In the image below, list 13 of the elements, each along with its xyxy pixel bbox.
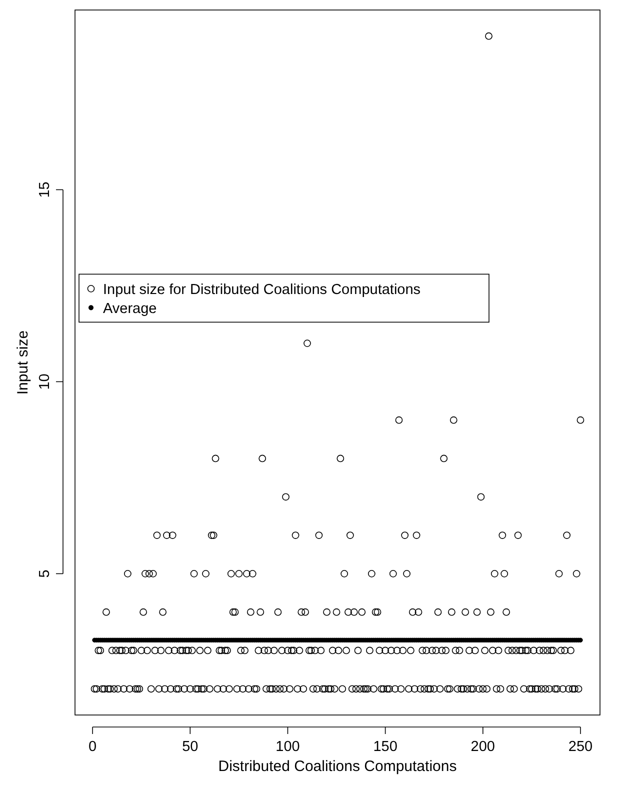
y-tick-label: 15 — [37, 182, 53, 198]
legend-label: Input size for Distributed Coalitions Computations — [103, 282, 421, 298]
y-tick-label: 5 — [37, 570, 53, 578]
x-tick-label: 100 — [276, 739, 300, 755]
x-tick-label: 0 — [88, 739, 97, 755]
y-tick-label: 10 — [37, 374, 53, 390]
x-tick-label: 200 — [470, 739, 495, 755]
x-tick-label: 250 — [568, 739, 593, 755]
legend-label: Average — [103, 300, 157, 317]
x-axis-title: Distributed Coalitions Computations — [218, 758, 457, 775]
x-tick-label: 50 — [182, 739, 198, 755]
y-axis-title: Input size — [14, 330, 32, 395]
x-tick-label: 150 — [373, 739, 398, 755]
